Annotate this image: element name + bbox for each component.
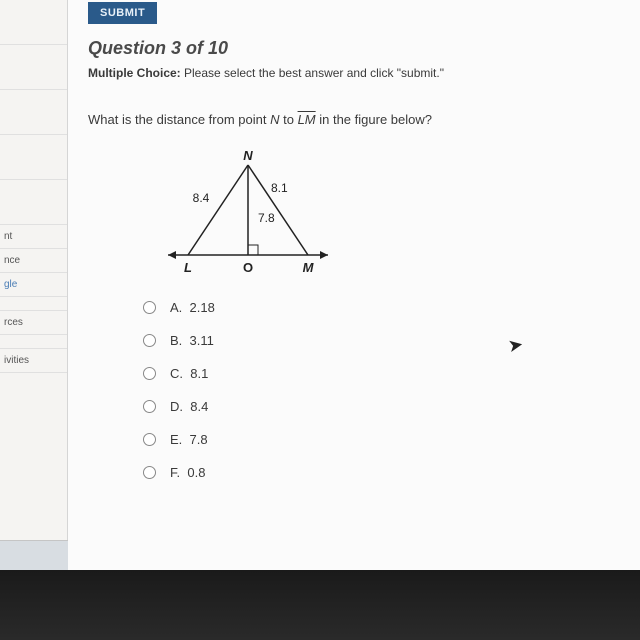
sidebar-item[interactable] (0, 0, 67, 45)
answer-text: D. 8.4 (170, 399, 208, 414)
answer-option-b[interactable]: B. 3.11 (143, 333, 215, 348)
instruction-bold: Multiple Choice: (88, 66, 181, 80)
sidebar-item[interactable]: gle (0, 273, 67, 297)
answer-text: F. 0.8 (170, 465, 205, 480)
answer-option-a[interactable]: A. 2.18 (143, 300, 215, 315)
laptop-logo (220, 615, 420, 640)
answer-option-d[interactable]: D. 8.4 (143, 399, 215, 414)
answer-option-c[interactable]: C. 8.1 (143, 366, 215, 381)
triangle-figure: N 8.4 8.1 7.8 L O M (158, 150, 338, 280)
answer-text: E. 7.8 (170, 432, 208, 447)
sidebar: nt nce gle rces ivities (0, 0, 68, 570)
sidebar-item[interactable] (0, 335, 67, 349)
svg-text:7.8: 7.8 (258, 211, 275, 225)
radio-icon (143, 367, 156, 380)
answer-text: C. 8.1 (170, 366, 208, 381)
sidebar-item[interactable]: nt (0, 225, 67, 249)
sidebar-item[interactable]: ivities (0, 349, 67, 373)
sidebar-item[interactable] (0, 135, 67, 180)
sidebar-item[interactable] (0, 297, 67, 311)
svg-text:M: M (303, 260, 315, 275)
sidebar-bottom (0, 540, 68, 570)
sidebar-item[interactable]: rces (0, 311, 67, 335)
submit-button[interactable]: SUBMIT (88, 2, 157, 24)
q-suffix: in the figure below? (316, 112, 432, 127)
question-text: What is the distance from point N to LM … (88, 112, 432, 127)
radio-icon (143, 433, 156, 446)
radio-icon (143, 334, 156, 347)
main-content: SUBMIT Question 3 of 10 Multiple Choice:… (68, 0, 640, 570)
radio-icon (143, 301, 156, 314)
svg-text:O: O (243, 260, 253, 275)
instruction-rest: Please select the best answer and click … (181, 66, 444, 80)
instruction-text: Multiple Choice: Please select the best … (88, 66, 444, 80)
radio-icon (143, 466, 156, 479)
sidebar-item[interactable] (0, 45, 67, 90)
svg-text:8.1: 8.1 (271, 181, 288, 195)
question-header: Question 3 of 10 (88, 38, 228, 59)
svg-text:8.4: 8.4 (193, 191, 210, 205)
svg-text:L: L (184, 260, 192, 275)
answer-text: A. 2.18 (170, 300, 215, 315)
answer-list: A. 2.18 B. 3.11 C. 8.1 D. 8.4 E. 7.8 F. (143, 300, 215, 498)
sidebar-item[interactable] (0, 90, 67, 135)
answer-text: B. 3.11 (170, 333, 214, 348)
q-prefix: What is the distance from point (88, 112, 270, 127)
answer-option-e[interactable]: E. 7.8 (143, 432, 215, 447)
q-to: to (279, 112, 297, 127)
laptop-bezel (0, 570, 640, 640)
sidebar-item[interactable] (0, 180, 67, 225)
q-line: LM (298, 112, 316, 127)
answer-option-f[interactable]: F. 0.8 (143, 465, 215, 480)
cursor-icon: ➤ (506, 334, 525, 357)
sidebar-item[interactable]: nce (0, 249, 67, 273)
radio-icon (143, 400, 156, 413)
svg-text:N: N (243, 150, 253, 163)
